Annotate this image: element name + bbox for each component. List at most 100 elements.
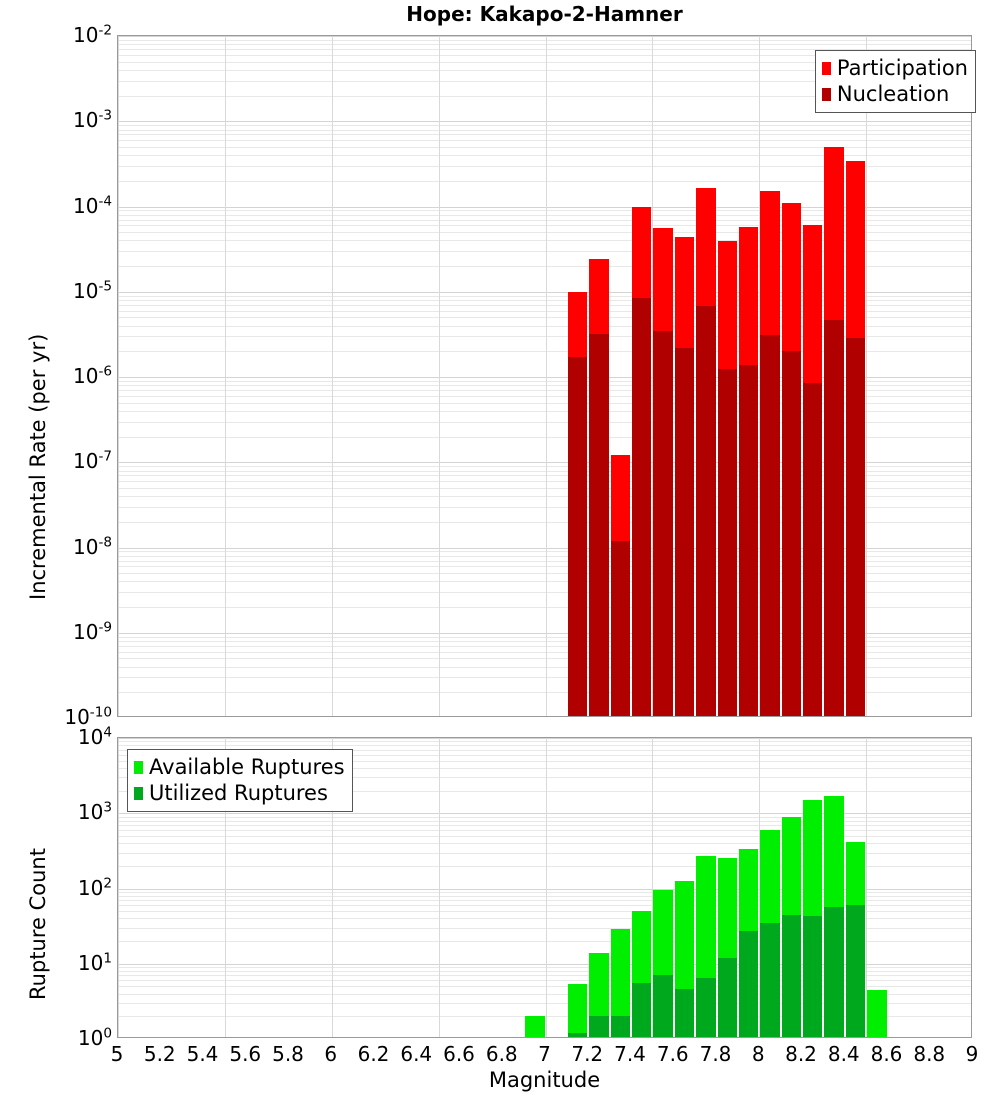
bar [653,330,673,716]
x-tick-label: 5.6 [229,1042,262,1066]
bar [867,989,887,1037]
y-axis-ticks-top: 10-2 10-3 10-4 10-5 10-6 10-7 10-8 10-9 10-10 [2,23,112,729]
gridline-vertical [225,738,226,1037]
legend-swatch-icon [821,61,831,75]
grid-top [118,36,971,716]
y-tick-label: 10-6 [72,363,112,388]
legend-rupture-count: Available Ruptures Utilized Ruptures [127,749,353,812]
bar [717,957,737,1037]
gridline-horizontal [118,658,971,659]
y-tick-label: 10-5 [72,278,112,303]
gridline-horizontal [118,918,971,919]
y-tick-label: 10-7 [72,448,112,474]
gridline-vertical [118,738,119,1037]
bar [696,306,716,716]
x-tick-label: 9 [965,1042,979,1066]
gridline-horizontal [118,488,971,489]
bar [760,335,780,716]
bar [567,357,588,716]
legend-label: Utilized Ruptures [149,780,328,805]
gridline-horizontal [118,889,971,890]
gridline-horizontal [118,49,971,50]
gridline-horizontal [118,548,971,549]
gridline-horizontal [118,381,971,382]
legend-item: Nucleation [821,81,968,107]
gridline-horizontal [118,336,971,337]
gridline-horizontal [118,181,971,182]
gridline-horizontal [118,900,971,901]
gridline-horizontal [118,986,971,987]
gridline-horizontal [118,692,971,693]
gridline-vertical [439,36,440,716]
gridline-horizontal [118,866,971,867]
gridline-horizontal [118,761,971,762]
x-tick-label: 5.8 [272,1042,304,1066]
gridline-horizontal [118,125,971,126]
gridline-horizontal [118,140,971,141]
y-axis-ticks-bottom: 104 103 102 101 100 [2,725,112,1050]
bar [589,952,609,1037]
gridline-horizontal [118,641,971,642]
gridline-vertical [652,36,653,716]
bar [610,928,630,1037]
bar [738,364,759,716]
gridline-horizontal [118,81,971,82]
y-axis-label-bottom: Rupture Count [26,848,50,1000]
bar [760,922,780,1037]
incremental-rate-plot [117,35,972,717]
y-tick-label: 10-2 [72,22,112,47]
gridline-horizontal [118,566,971,567]
x-tick-label: 7 [538,1042,551,1066]
gridline-horizontal [118,745,971,746]
gridline-horizontal [118,967,971,968]
gridline-horizontal [118,225,971,226]
gridline-horizontal [118,351,971,352]
bar [632,297,652,716]
gridline-vertical [546,738,547,1037]
gridline-horizontal [118,385,971,386]
x-tick-label: 6 [324,1042,338,1066]
gridline-horizontal [118,738,971,739]
legend-label: Participation [836,55,968,80]
gridline-horizontal [118,462,971,463]
gridline-vertical [332,738,333,1037]
gridline-horizontal [118,755,971,756]
bar [824,906,844,1037]
bar [653,975,673,1037]
bar [845,337,866,716]
gridline-horizontal [118,251,971,252]
gridline-horizontal [118,633,971,634]
gridline-horizontal [118,300,971,301]
gridline-horizontal [118,667,971,668]
y-axis-label-top: Incremental Rate (per yr) [26,333,50,600]
gridline-horizontal [118,377,971,378]
gridline-horizontal [118,556,971,557]
gridline-horizontal [118,592,971,593]
bar [610,540,630,716]
gridline-horizontal [118,130,971,131]
bar [717,368,737,716]
x-tick-label: 7.6 [656,1042,689,1066]
y-tick-label: 10-4 [72,192,112,218]
gridline-horizontal [118,215,971,216]
gridline-horizontal [118,411,971,412]
gridline-horizontal [118,821,971,822]
y-tick-label: 104 [77,724,112,749]
bar [674,347,695,716]
x-tick-label: 6.8 [485,1042,518,1066]
gridline-horizontal [118,607,971,608]
gridline-horizontal [118,134,971,135]
y-tick-label: 101 [77,950,112,975]
gridline-vertical [759,738,760,1037]
gridline-horizontal [118,817,971,818]
gridline-horizontal [118,207,971,208]
legend-swatch-icon [134,786,143,800]
gridline-horizontal [118,928,971,929]
gridline-horizontal [118,561,971,562]
gridline-horizontal [118,311,971,312]
gridline-horizontal [118,971,971,972]
x-tick-label: 6.4 [400,1042,433,1066]
legend-incremental-rate: Participation Nucleation [814,50,976,113]
legend-item: Participation [821,55,968,81]
